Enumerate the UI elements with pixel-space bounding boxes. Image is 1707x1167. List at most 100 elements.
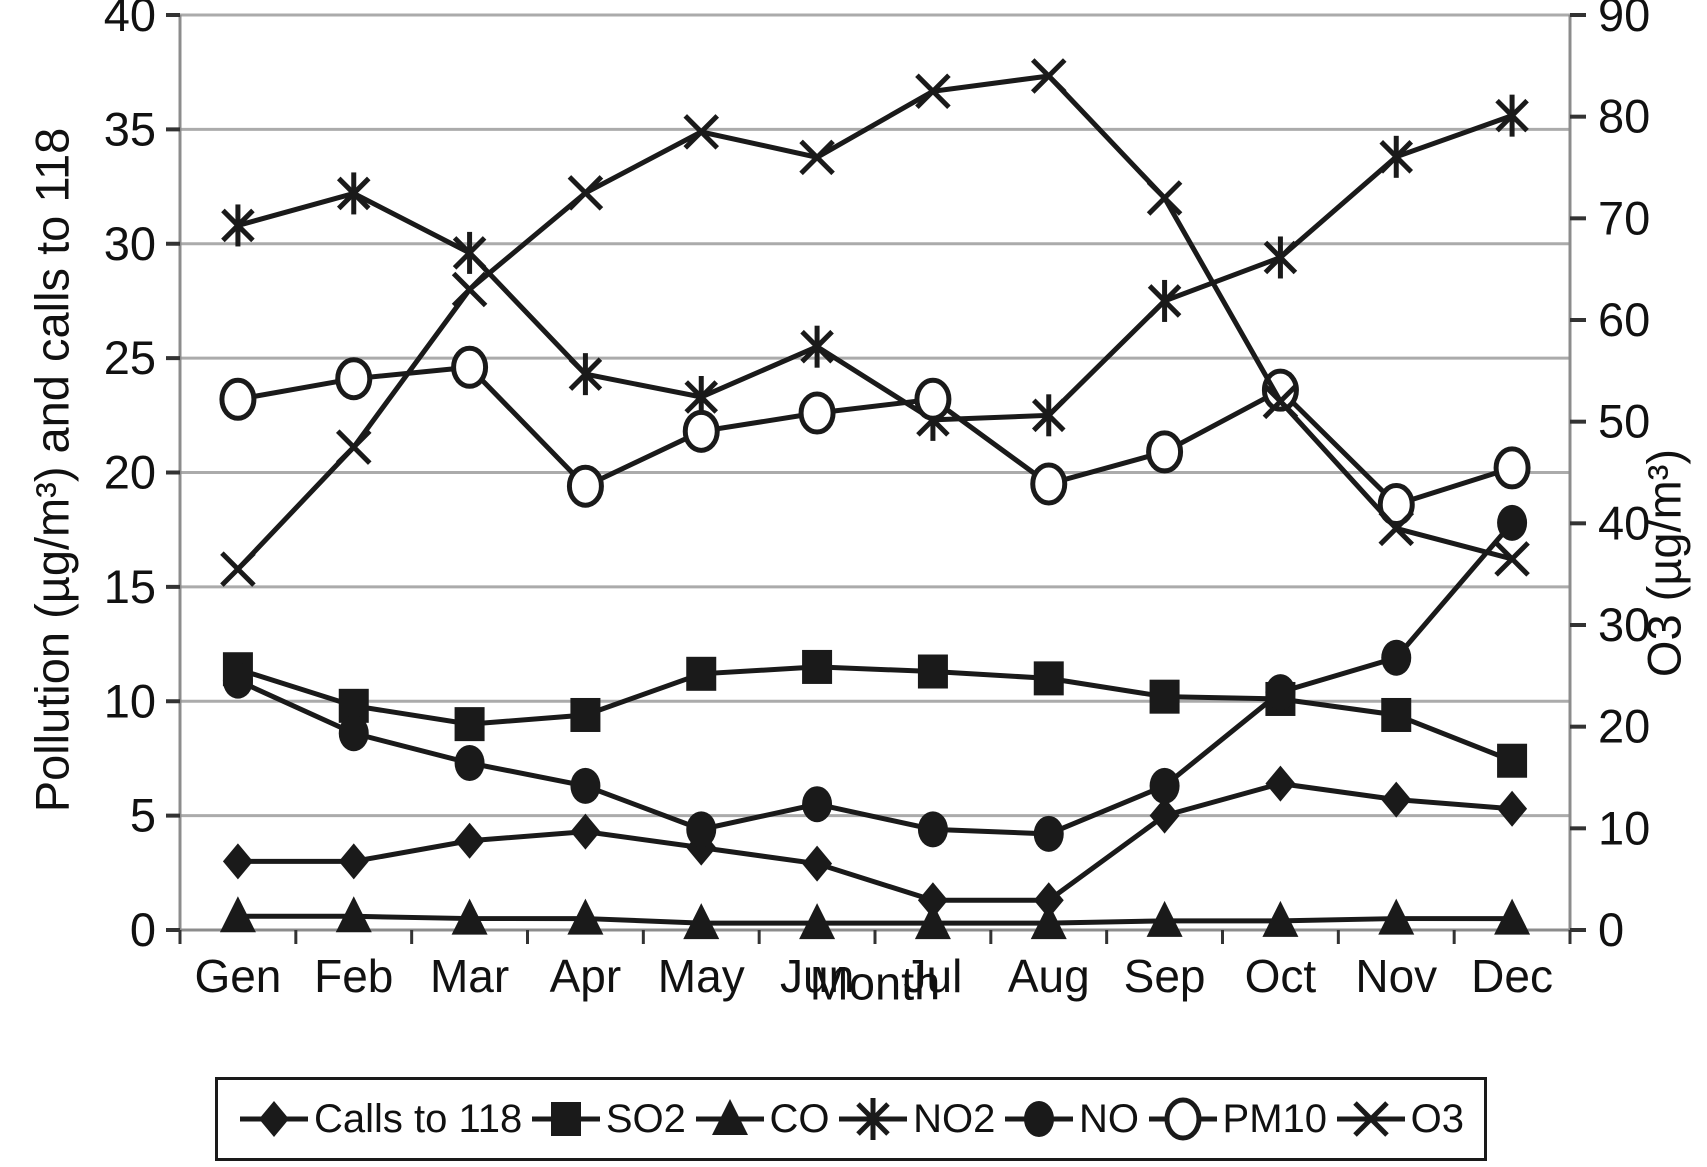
x-axis-title: Month xyxy=(809,956,941,1010)
x-axis-category-label: Sep xyxy=(1124,950,1206,1002)
left-axis-tick-label: 30 xyxy=(104,217,156,270)
series-no2 xyxy=(221,94,1529,441)
left-axis-tick-label: 15 xyxy=(104,560,156,613)
legend-item-o3: O3 xyxy=(1335,1096,1464,1142)
circle-filled-marker xyxy=(338,715,369,752)
right-axis-title: O3 (µg/m³) xyxy=(1637,448,1691,678)
square-marker xyxy=(454,707,485,742)
left-axis-tick-label: 0 xyxy=(130,903,156,956)
left-axis-title: Pollution (µg/m³) and calls to 118 xyxy=(25,127,79,813)
x-axis-category-label: Gen xyxy=(194,950,281,1002)
star-marker xyxy=(1147,279,1182,322)
x-marker xyxy=(1494,541,1530,577)
triangle-marker xyxy=(567,898,604,935)
series-calls-to-118 xyxy=(222,765,1528,919)
legend-label: O3 xyxy=(1410,1096,1464,1141)
square-marker xyxy=(1497,743,1528,778)
right-axis-tick-label: 30 xyxy=(1598,598,1650,651)
x-axis-category-label: Jun xyxy=(780,950,854,1002)
right-axis-tick-label: 80 xyxy=(1598,90,1650,143)
diamond-marker xyxy=(802,845,833,882)
series-line xyxy=(236,521,1514,837)
square-marker xyxy=(1381,697,1412,732)
diamond-marker xyxy=(1381,781,1412,818)
x-axis-category-label: Dec xyxy=(1471,950,1553,1002)
series-line xyxy=(237,664,1514,764)
x-axis-category-label: Apr xyxy=(550,950,622,1002)
x-marker xyxy=(1378,510,1415,547)
circle-open-marker xyxy=(682,409,720,453)
legend-marker-sample xyxy=(695,1099,764,1135)
diamond-marker xyxy=(917,882,948,919)
triangle-marker xyxy=(683,903,720,940)
triangle-marker xyxy=(1146,900,1183,937)
square-marker xyxy=(802,649,833,684)
square-marker xyxy=(686,656,717,691)
legend-marker-sample xyxy=(1148,1097,1217,1141)
legend-label: Calls to 118 xyxy=(314,1096,523,1141)
legend-marker-sample xyxy=(531,1102,600,1136)
diamond-marker xyxy=(1265,765,1296,802)
triangle-marker xyxy=(711,1099,748,1135)
circle-open-marker xyxy=(1377,483,1415,527)
square-marker xyxy=(550,1102,581,1136)
right-axis-tick-label: 50 xyxy=(1598,395,1650,448)
left-axis-tick-label: 5 xyxy=(130,789,156,842)
legend-label: SO2 xyxy=(605,1096,686,1141)
circle-open-marker xyxy=(798,391,836,435)
right-axis-tick-label: 40 xyxy=(1598,496,1650,549)
square-marker xyxy=(917,654,948,689)
triangle-marker xyxy=(914,903,951,940)
left-axis-tick-label: 25 xyxy=(104,331,156,384)
circle-open-marker xyxy=(566,464,604,508)
x-axis-category-label: Oct xyxy=(1245,950,1317,1002)
diamond-marker xyxy=(259,1101,289,1137)
square-marker xyxy=(1149,679,1180,714)
star-marker xyxy=(1495,94,1529,137)
diamond-marker xyxy=(1033,882,1064,919)
right-axis-tick-label: 10 xyxy=(1598,801,1650,854)
gridlines xyxy=(180,13,1570,932)
circle-open-marker xyxy=(219,377,257,421)
star-marker xyxy=(221,204,255,247)
triangle-marker xyxy=(335,896,372,933)
legend-item-calls-to-118: Calls to 118 xyxy=(238,1096,522,1142)
x-marker xyxy=(1352,1101,1389,1137)
left-axis-tick-label: 10 xyxy=(104,674,156,727)
right-axis-tick-label: 0 xyxy=(1598,903,1624,956)
series-o3 xyxy=(220,58,1530,587)
circle-open-marker xyxy=(1261,368,1299,412)
legend-item-so2: SO2 xyxy=(530,1096,686,1142)
circle-open-marker xyxy=(1164,1097,1202,1141)
circle-open-marker xyxy=(451,345,489,389)
diamond-marker xyxy=(1149,797,1180,834)
legend-marker-sample xyxy=(1004,1101,1073,1137)
circle-filled-marker xyxy=(1033,815,1064,852)
star-marker xyxy=(1379,135,1414,178)
circle-filled-marker xyxy=(1023,1101,1054,1137)
diamond-marker xyxy=(222,843,253,880)
legend-label: PM10 xyxy=(1222,1096,1328,1141)
triangle-marker xyxy=(1494,898,1531,935)
diamond-marker xyxy=(338,843,369,880)
circle-filled-marker xyxy=(454,745,485,782)
legend-item-co: CO xyxy=(694,1096,830,1142)
series-line xyxy=(237,364,1513,508)
circle-filled-marker xyxy=(802,786,833,823)
series-so2 xyxy=(222,649,1528,778)
x-marker xyxy=(1146,180,1183,216)
star-marker xyxy=(1031,394,1066,437)
right-axis-tick-label: 90 xyxy=(1598,0,1650,41)
circle-filled-marker xyxy=(222,662,253,699)
diamond-marker xyxy=(1497,790,1528,827)
legend-item-no2: NO2 xyxy=(837,1096,995,1142)
left-axis-tick-label: 20 xyxy=(104,446,156,499)
left-axis-tick-label: 40 xyxy=(104,0,156,41)
series-no xyxy=(222,504,1528,852)
right-axis-tick-label: 70 xyxy=(1598,191,1650,244)
circle-open-marker xyxy=(1146,430,1184,474)
left-axis-tick-label: 35 xyxy=(104,102,156,155)
diamond-marker xyxy=(454,822,485,859)
x-axis-category-label: Mar xyxy=(430,950,509,1002)
